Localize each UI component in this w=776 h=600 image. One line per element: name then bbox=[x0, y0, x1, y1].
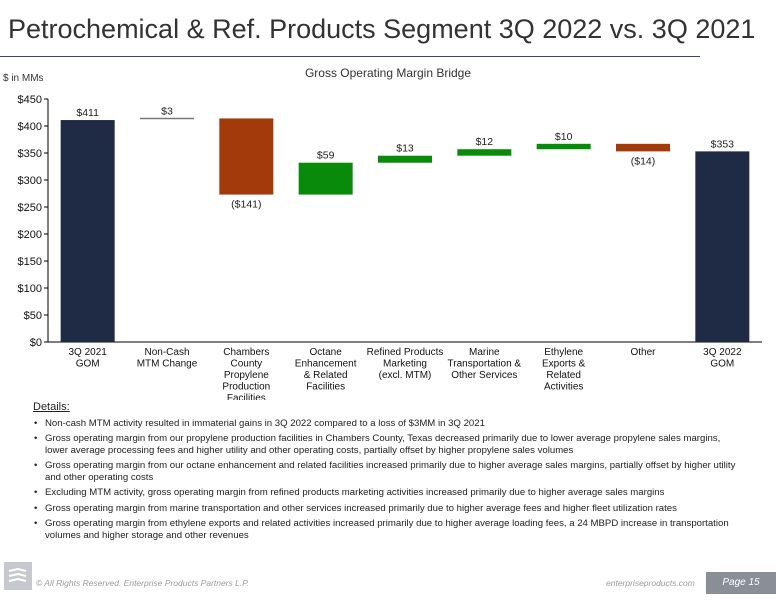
x-tick-label-line: Chambers bbox=[223, 347, 269, 358]
data-label: $411 bbox=[76, 107, 99, 119]
x-tick-label-line: Marketing bbox=[383, 359, 427, 370]
waterfall-bar bbox=[219, 118, 274, 195]
x-tick-label-line: & Related bbox=[304, 370, 348, 381]
y-tick-label: $350 bbox=[18, 148, 42, 160]
x-tick-label: Other bbox=[630, 347, 656, 358]
x-tick-label-line: Facilities bbox=[227, 393, 266, 400]
data-label: ($141) bbox=[231, 199, 261, 211]
x-tick-label: Ethylene Exports & Related Activities bbox=[542, 347, 586, 393]
x-tick-label-line: Enhancement bbox=[295, 359, 357, 370]
x-tick-label-line: 3Q 2021 bbox=[68, 347, 107, 358]
data-label: $59 bbox=[317, 150, 335, 162]
x-tick-label-line: Non-Cash bbox=[144, 347, 189, 358]
x-tick-label-line: Refined Products bbox=[367, 347, 444, 358]
website-link[interactable]: enterpriseproducts.com bbox=[606, 578, 695, 588]
detail-item-mtm: Non-cash MTM activity resulted in immate… bbox=[34, 418, 738, 430]
y-tick-label: $450 bbox=[18, 94, 42, 106]
x-tick-label-line: Facilities bbox=[306, 382, 345, 393]
x-tick-label-line: 3Q 2022 bbox=[703, 347, 742, 358]
chart-title: Gross Operating Margin Bridge bbox=[305, 66, 471, 80]
x-tick-label-line: Octane bbox=[310, 347, 343, 358]
waterfall-bar bbox=[298, 162, 353, 195]
x-tick-label: Octane Enhancement & Related Facilities bbox=[295, 347, 357, 393]
details-list: Non-cash MTM activity resulted in immate… bbox=[33, 418, 738, 542]
x-tick-label-line: Other Services bbox=[451, 370, 517, 381]
waterfall-bar bbox=[695, 151, 750, 342]
waterfall-bar bbox=[378, 155, 432, 163]
detail-item-ethylene: Gross operating margin from ethylene exp… bbox=[34, 518, 738, 541]
x-tick-label-line: Activities bbox=[544, 382, 583, 393]
data-label: $12 bbox=[476, 136, 494, 148]
y-tick-label: $250 bbox=[18, 202, 42, 214]
y-tick-label: $300 bbox=[18, 175, 42, 187]
x-tick-label-line: Production bbox=[222, 382, 270, 393]
detail-item-marine: Gross operating margin from marine trans… bbox=[34, 503, 738, 515]
x-tick-label-line: GOM bbox=[710, 359, 734, 370]
waterfall-chart: Gross Operating Margin Bridge $ in MMs $… bbox=[3, 66, 762, 400]
waterfall-bar bbox=[60, 120, 115, 342]
x-tick-label-line: County bbox=[230, 359, 262, 370]
x-tick-label: Non-Cash MTM Change bbox=[137, 347, 198, 370]
slide-title: Petrochemical & Ref. Products Segment 3Q… bbox=[8, 14, 756, 44]
details-section: Details: Non-cash MTM activity resulted … bbox=[33, 401, 738, 545]
detail-item-octane: Gross operating margin from our octane e… bbox=[34, 460, 738, 483]
y-tick-label: $50 bbox=[24, 310, 42, 322]
x-tick-label: Refined Products Marketing (excl. MTM) bbox=[367, 347, 444, 381]
title-divider bbox=[0, 56, 700, 57]
page-number: Page 15 bbox=[706, 572, 776, 594]
copyright-notice: © All Rights Reserved. Enterprise Produc… bbox=[36, 578, 250, 588]
x-tick-label-line: Exports & bbox=[542, 359, 586, 370]
y-tick-label: $150 bbox=[18, 256, 42, 268]
x-tick-label-line: Marine bbox=[469, 347, 500, 358]
x-tick-label-line: MTM Change bbox=[137, 359, 198, 370]
y-tick-label: $200 bbox=[18, 229, 42, 241]
waterfall-bar bbox=[536, 143, 591, 150]
x-tick-label-line: Propylene bbox=[224, 370, 269, 381]
data-label: $353 bbox=[711, 138, 735, 150]
company-logo-icon bbox=[4, 562, 32, 590]
y-tick-label: $100 bbox=[18, 283, 42, 295]
x-tick-label: Chambers County Propylene Production Facilit… bbox=[222, 347, 270, 400]
detail-item-propylene: Gross operating margin from our propylen… bbox=[34, 433, 738, 456]
data-label: ($14) bbox=[631, 155, 656, 167]
x-tick-label-line: GOM bbox=[76, 359, 100, 370]
x-tick-label-line: Related bbox=[546, 370, 580, 381]
waterfall-bar bbox=[616, 143, 670, 152]
x-tick-label-line: Ethylene bbox=[544, 347, 583, 358]
y-tick-label: $400 bbox=[18, 121, 42, 133]
y-axis-label: $ in MMs bbox=[3, 73, 44, 84]
x-tick-label: 3Q 2021 GOM bbox=[68, 347, 107, 370]
x-tick-label: 3Q 2022 GOM bbox=[703, 347, 742, 370]
data-label: $10 bbox=[555, 131, 573, 143]
x-tick-label: Marine Transportation & Other Services bbox=[448, 347, 522, 381]
y-tick-label: $0 bbox=[30, 337, 42, 349]
data-label: $3 bbox=[161, 105, 173, 117]
x-tick-label-line: Other bbox=[630, 347, 656, 358]
data-label: $13 bbox=[396, 143, 414, 155]
details-heading: Details: bbox=[33, 401, 70, 413]
x-tick-label-line: Transportation & bbox=[448, 359, 522, 370]
detail-item-refined-products: Excluding MTM activity, gross operating … bbox=[34, 487, 738, 499]
waterfall-bar bbox=[457, 149, 512, 156]
x-tick-label-line: (excl. MTM) bbox=[379, 370, 432, 381]
